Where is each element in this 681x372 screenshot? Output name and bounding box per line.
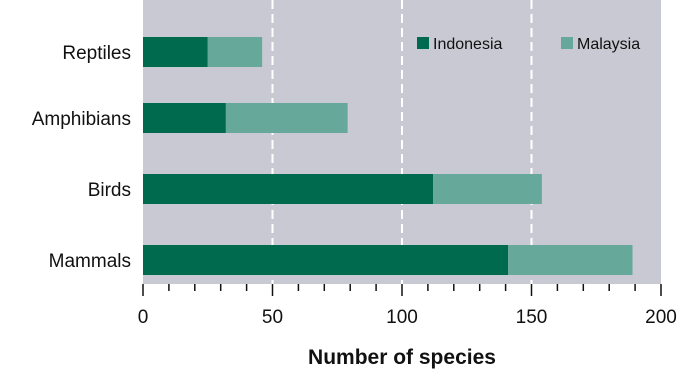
grid-lines [271,0,533,284]
x-axis-ticks: 0 50 100 150 200 [138,284,677,328]
legend-label-indonesia: Indonesia [433,36,502,53]
bar-indonesia-amphibians [143,103,226,133]
bar-indonesia-mammals [143,245,509,275]
category-label: Mammals [49,251,131,272]
legend-label-malaysia: Malaysia [577,36,640,53]
legend: Indonesia Malaysia [417,36,640,53]
legend-swatch-indonesia [417,37,429,49]
bar-indonesia-birds [143,174,434,204]
bar-malaysia-reptiles [207,37,263,67]
x-axis-title: Number of species [308,346,496,369]
tick-label: 100 [386,307,418,328]
category-label: Birds [88,180,131,201]
category-label: Reptiles [62,43,131,64]
category-labels: Reptiles Amphibians Birds Mammals [32,43,131,272]
bar-malaysia-birds [433,174,542,204]
tick-label: 50 [262,307,283,328]
tick-label: 200 [645,307,677,328]
legend-swatch-malaysia [561,37,573,49]
category-label: Amphibians [32,109,131,130]
bar-indonesia-reptiles [143,37,208,67]
tick-label: 0 [138,307,149,328]
tick-label: 150 [516,307,548,328]
bar-malaysia-amphibians [225,103,348,133]
bar-malaysia-mammals [508,245,633,275]
bars [143,37,633,275]
